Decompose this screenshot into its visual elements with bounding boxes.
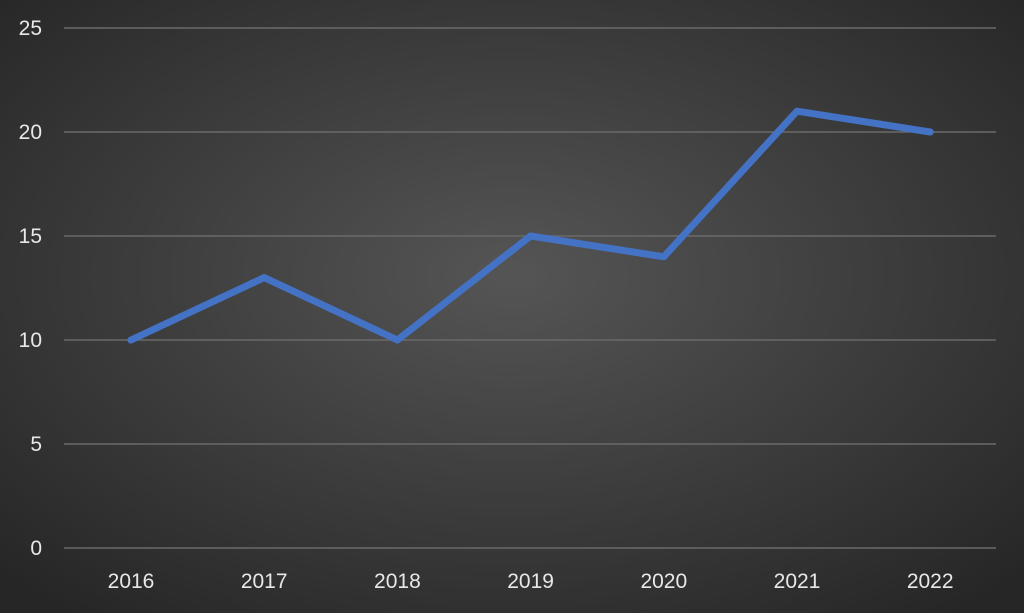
series-layer xyxy=(127,107,934,344)
x-tick-label-2017: 2017 xyxy=(241,570,288,593)
data-point-2018 xyxy=(393,336,401,344)
data-point-2021 xyxy=(793,107,801,115)
x-tick-label-2018: 2018 xyxy=(374,570,421,593)
gridlines xyxy=(64,27,996,549)
data-point-2022 xyxy=(926,128,934,136)
x-axis-tick-labels: 2016 2017 2018 2019 2020 2021 2022 xyxy=(108,570,954,593)
x-tick-label-2020: 2020 xyxy=(640,570,687,593)
y-tick-label-20: 20 xyxy=(19,121,42,144)
y-tick-label-5: 5 xyxy=(30,433,42,456)
x-tick-label-2019: 2019 xyxy=(507,570,554,593)
data-point-2017 xyxy=(260,274,268,282)
y-tick-label-10: 10 xyxy=(19,329,42,352)
data-point-2016 xyxy=(127,336,135,344)
x-tick-label-2022: 2022 xyxy=(907,570,954,593)
y-tick-label-25: 25 xyxy=(19,17,42,40)
data-point-2020 xyxy=(660,253,668,261)
x-tick-label-2021: 2021 xyxy=(774,570,821,593)
data-point-2019 xyxy=(527,232,535,240)
y-tick-label-15: 15 xyxy=(19,225,42,248)
x-tick-label-2016: 2016 xyxy=(108,570,155,593)
y-tick-label-0: 0 xyxy=(30,537,42,560)
y-axis-tick-labels: 0 5 10 15 20 25 xyxy=(19,17,42,560)
